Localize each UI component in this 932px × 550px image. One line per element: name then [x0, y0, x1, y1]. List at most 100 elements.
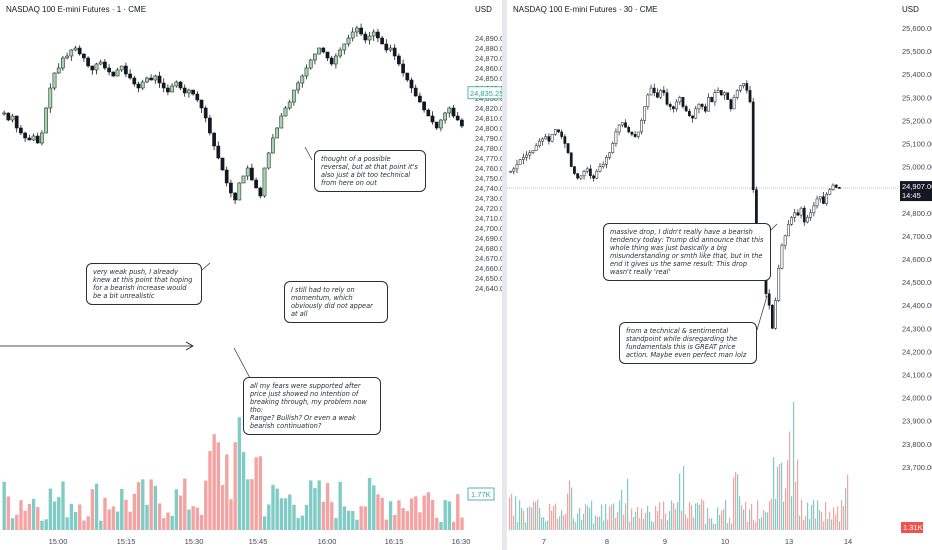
left-candle-down: [191, 89, 195, 95]
left-candle-down: [124, 65, 128, 75]
right-candle-down: [668, 103, 672, 107]
right-candle-down: [802, 207, 806, 223]
left-last-price-text: 24,835.25: [470, 89, 502, 98]
left-candle-down: [182, 87, 187, 94]
left-plot-bg: [0, 0, 466, 550]
right-chart-pane[interactable]: 25,600.00 25,500.00 25,400.00 25,300.00 25,2…: [507, 0, 932, 550]
right-candle-down: [838, 187, 841, 189]
left-volume-bar: [372, 485, 376, 530]
left-price-tick: 24,650.00: [475, 274, 502, 283]
left-candle-up: [31, 135, 36, 141]
right-candle-down: [822, 196, 825, 204]
right-note-technical[interactable]: from a technical & sentimental standpoin…: [619, 322, 757, 364]
left-note-weak-push[interactable]: very weak push, I already knew at this p…: [86, 263, 202, 305]
left-candle-down: [216, 145, 221, 159]
right-candle-up: [790, 217, 793, 225]
right-time-tick: 13: [785, 537, 793, 546]
right-volume-bar: [779, 463, 781, 530]
left-candle-up: [187, 89, 191, 94]
left-volume-bar: [15, 514, 19, 530]
right-volume-bar: [753, 520, 755, 530]
left-volume-bar: [380, 497, 384, 530]
right-candle-up: [640, 120, 643, 133]
left-volume-bar: [187, 509, 191, 530]
right-volume-bar: [703, 500, 705, 530]
left-note-momentum[interactable]: I still had to rely on momentum, which o…: [284, 281, 388, 323]
right-volume-bar: [683, 466, 685, 530]
right-note-massive-drop[interactable]: massive drop, I didn't really have a bea…: [603, 223, 771, 281]
right-volume-bar: [745, 501, 747, 530]
right-volume-bar: [687, 518, 689, 530]
left-chart-pane[interactable]: 24,890.0024,880.0024,870.0024,860.0024,8…: [0, 0, 502, 550]
right-volume-bar: [583, 513, 585, 530]
right-candle-down: [691, 115, 694, 119]
left-candle-down: [426, 109, 431, 117]
right-volume-bar: [823, 521, 825, 530]
right-volume-bar: [719, 514, 721, 530]
left-note-reversal[interactable]: thought of a possible reversal, but at t…: [314, 150, 426, 192]
left-price-tick: 24,680.00: [475, 244, 502, 253]
left-candle-up: [245, 167, 250, 177]
right-volume-bar: [675, 508, 677, 530]
right-last-price-badge: [900, 181, 932, 202]
right-volume-bar: [557, 518, 559, 530]
right-volume-bar: [629, 521, 631, 530]
left-volume-bar: [145, 504, 149, 530]
pane-divider[interactable]: [502, 0, 507, 550]
right-volume-bar: [681, 510, 683, 530]
left-last-price-badge: [467, 86, 502, 100]
right-price-tick: 23,700.00: [902, 463, 932, 472]
right-candle-up: [697, 103, 701, 110]
right-candle-up: [739, 85, 742, 91]
right-candle-down: [700, 103, 704, 107]
right-candle-up: [774, 300, 777, 329]
left-candle-down: [203, 107, 208, 119]
left-volume-bar: [233, 442, 237, 530]
right-volume-bar: [727, 523, 729, 530]
left-candle-down: [224, 169, 229, 184]
right-volume-bar: [567, 493, 569, 530]
right-volume-bar: [565, 513, 567, 530]
left-candle-down: [27, 137, 32, 141]
right-chart-canvas[interactable]: 25,600.00 25,500.00 25,400.00 25,300.00 25,2…: [507, 0, 932, 550]
right-volume-bar: [829, 511, 831, 530]
right-candle-down: [684, 106, 688, 112]
left-volume-bar: [120, 489, 124, 530]
left-volume-bar: [237, 417, 242, 530]
right-volume-bar: [637, 507, 639, 530]
right-volume-bar: [607, 519, 609, 530]
right-price-tick: 25,500.00: [902, 47, 932, 56]
right-candle-up: [553, 129, 557, 135]
right-volume-bar: [765, 511, 767, 530]
right-volume-bar: [631, 508, 633, 530]
right-volume-bar: [747, 521, 749, 530]
right-price-tick: 24,700.00: [902, 232, 932, 241]
left-chart-canvas[interactable]: 24,890.0024,880.0024,870.0024,860.0024,8…: [0, 0, 502, 550]
right-volume-bar: [791, 496, 793, 530]
left-price-tick: 24,640.00: [475, 284, 502, 293]
right-volume-bar: [625, 503, 627, 530]
left-candle-down: [220, 157, 225, 171]
left-volume-bar: [325, 483, 330, 530]
right-volume-bar: [801, 499, 803, 530]
left-volume-bar: [439, 521, 443, 530]
right-volume-bar: [839, 521, 841, 530]
left-candle-down: [229, 182, 233, 194]
right-volume-bar: [789, 431, 791, 530]
left-candle-down: [6, 112, 11, 121]
left-volume-bar: [397, 500, 401, 530]
left-candle-down: [401, 63, 405, 74]
right-volume-bar: [513, 515, 515, 530]
left-volume-bar: [52, 501, 57, 530]
left-volume-bar: [78, 504, 82, 530]
right-volume-bar: [627, 478, 629, 530]
left-price-tick: 24,860.00: [475, 64, 502, 73]
left-volume-bar: [65, 517, 69, 530]
left-volume-bar: [292, 504, 296, 530]
left-candle-down: [195, 93, 200, 101]
left-candle-up: [388, 47, 393, 51]
right-volume-bar: [639, 517, 641, 530]
right-volume-bar: [793, 402, 795, 530]
right-volume-bar: [553, 505, 555, 530]
left-note-fears[interactable]: all my fears were supported after price …: [243, 377, 381, 435]
